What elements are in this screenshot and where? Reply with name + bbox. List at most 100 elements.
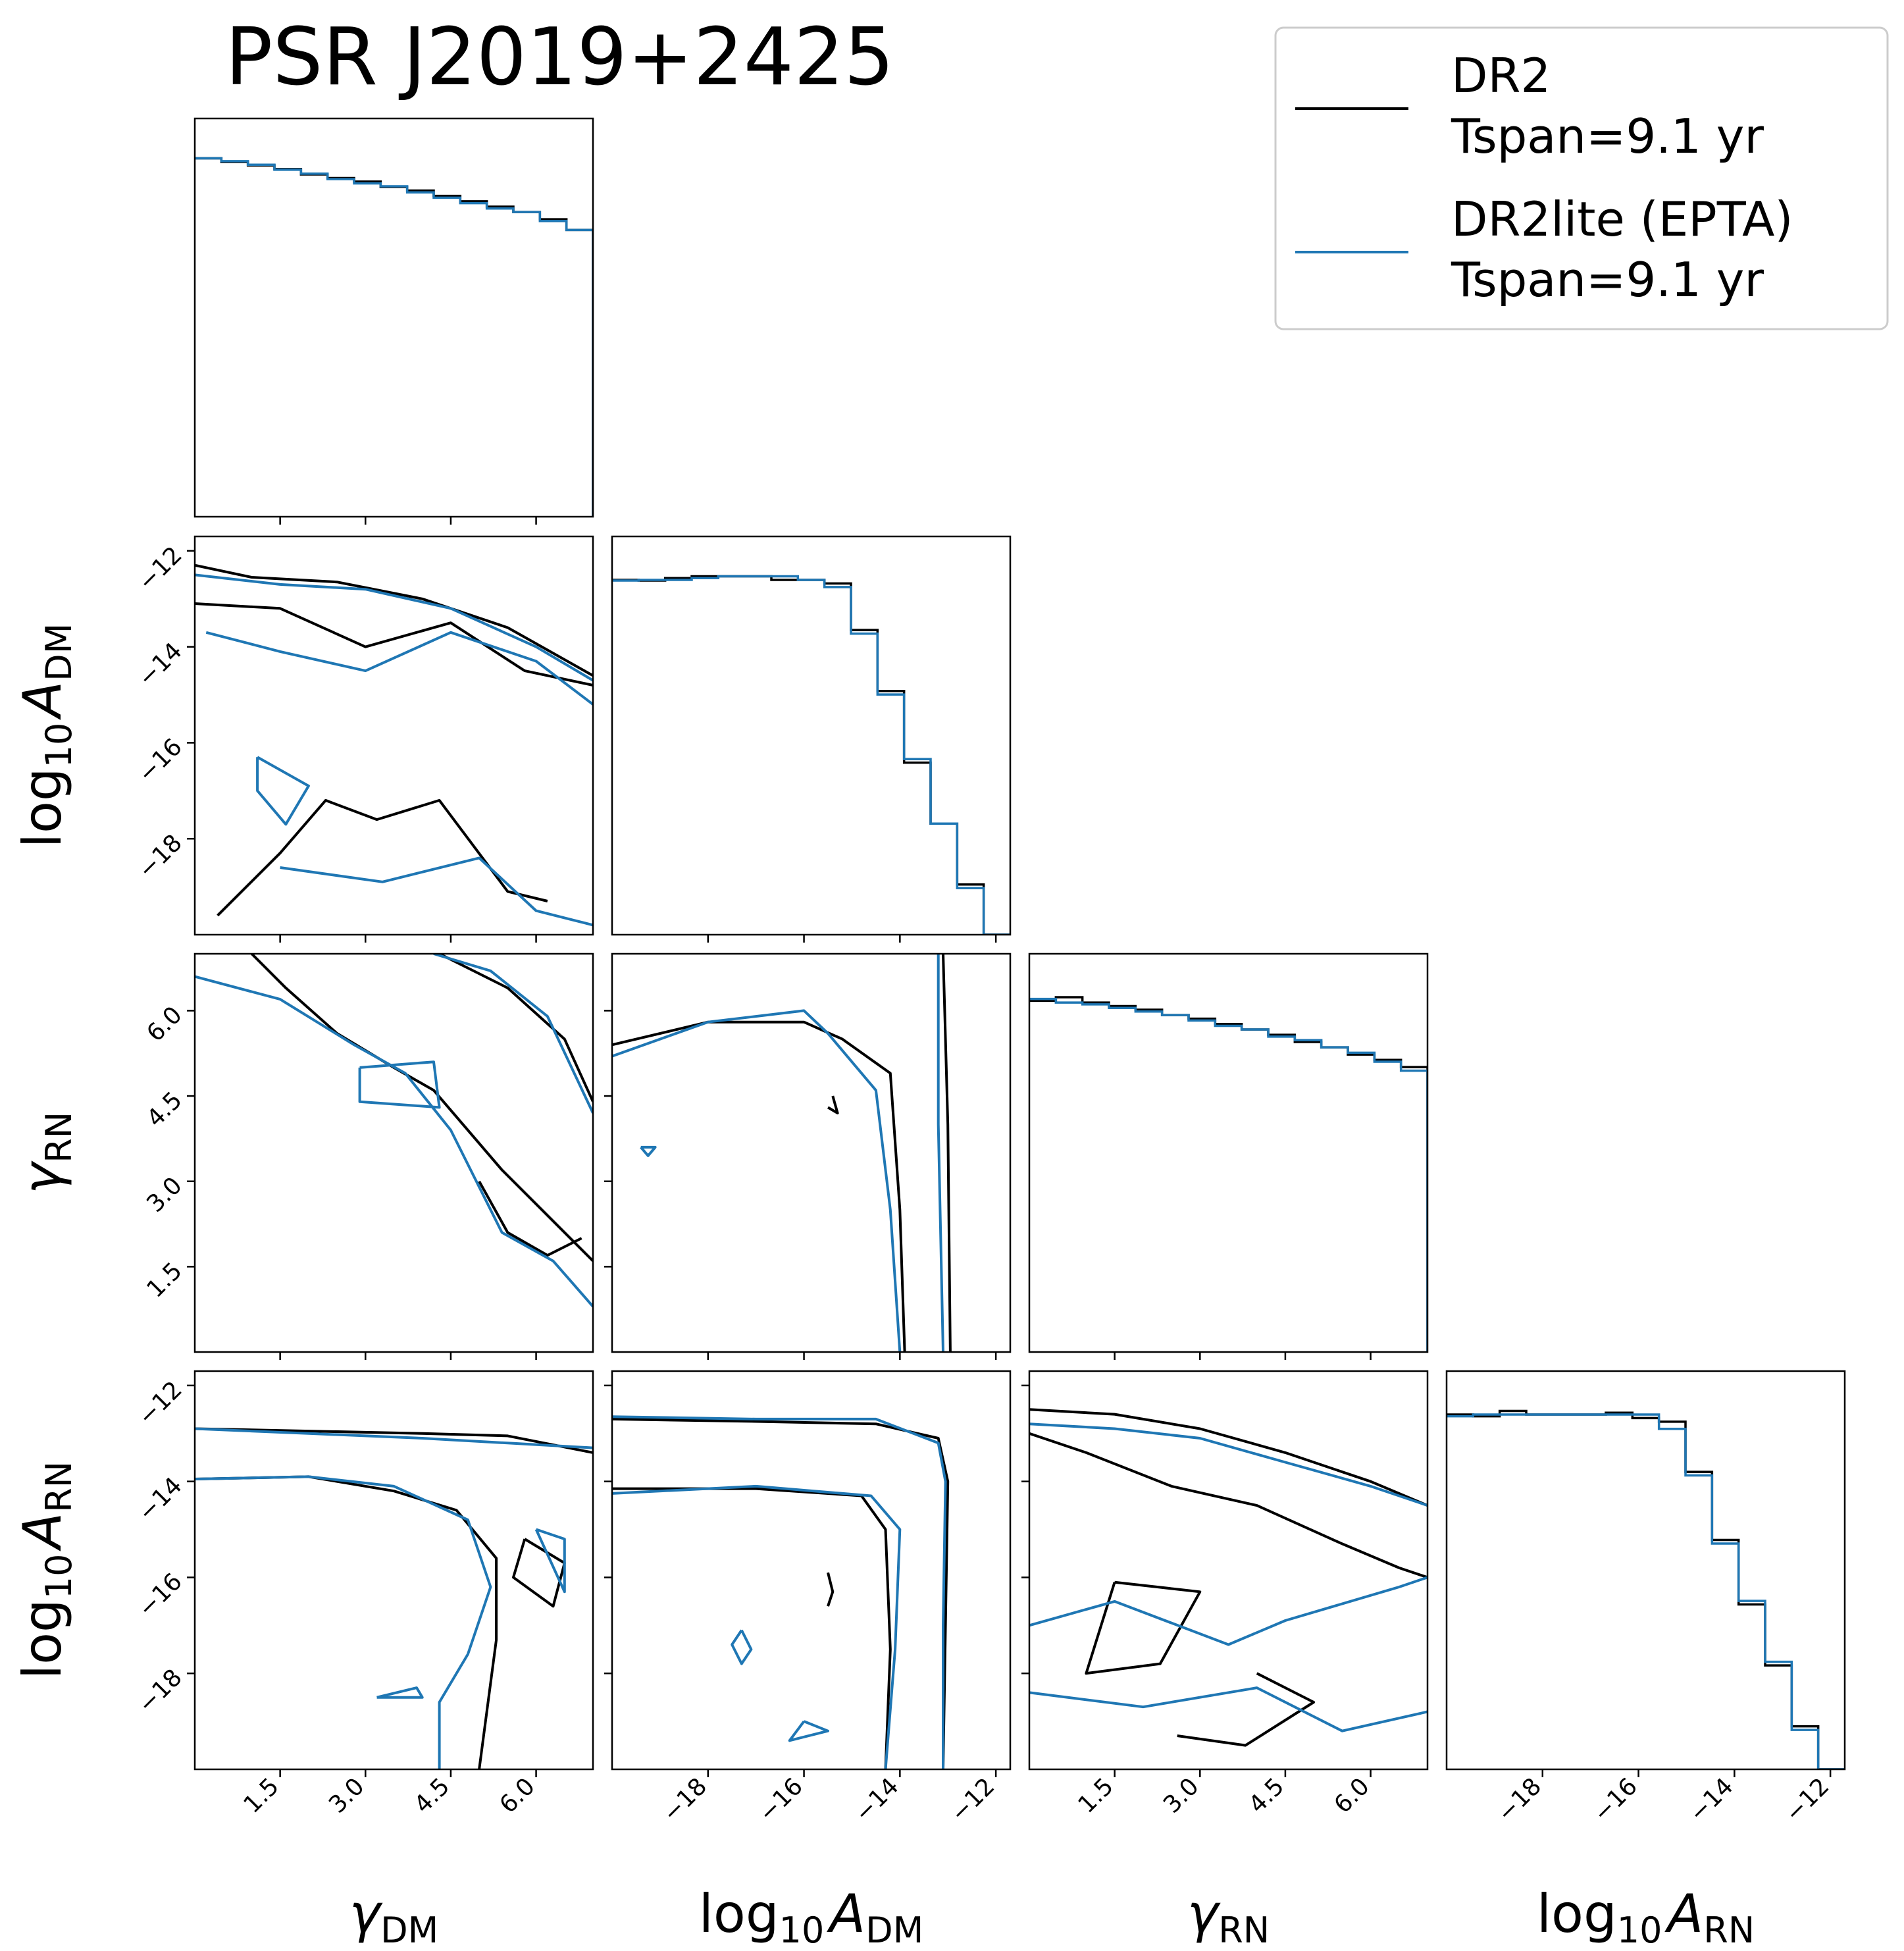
histogram-gRN-DR2lite: [1029, 997, 1428, 1352]
x-tick-label: −12: [1780, 1773, 1835, 1827]
panel-frame: [1445, 1370, 1846, 1771]
histogram-ARN-DR2: [1447, 1409, 1845, 1769]
contour-DR2lite-3: [376, 1686, 424, 1699]
contour-DR2-2: [827, 1572, 835, 1607]
panel-frame: [193, 117, 594, 518]
contour-DR2lite-3: [788, 1720, 829, 1742]
panel-ARN-vs-ARN: −18 −16 −14 −12: [1445, 1370, 1846, 1827]
axis-label: log10ADM: [12, 623, 80, 848]
panel-content: [1029, 996, 1428, 1352]
y-tick-label: −16: [133, 733, 188, 788]
contour-DR2-0: [250, 954, 593, 1262]
contour-DR2lite-2: [640, 1145, 657, 1157]
contour-DR2lite-1: [205, 631, 593, 706]
contour-DR2lite-0: [195, 573, 593, 682]
y-tick-label: 6.0: [142, 1001, 187, 1047]
panel-gDM-vs-gDM: [193, 117, 594, 525]
histogram-ADM-DR2: [612, 575, 1010, 935]
x-tick-label: 1.5: [239, 1773, 284, 1818]
panel-frame: [611, 535, 1012, 936]
x-tick-label: 1.5: [1073, 1773, 1119, 1818]
contour-DR2lite-0: [612, 1009, 902, 1352]
panel-ADM-vs-ADM: [611, 535, 1012, 943]
x-tick-label: −12: [946, 1773, 1000, 1827]
contour-DR2-1: [612, 1487, 892, 1769]
chart-title: PSR J2019+2425: [225, 12, 894, 103]
x-tick-label: −16: [1588, 1773, 1643, 1827]
contour-DR2lite-1: [433, 954, 593, 1114]
y-tick-label: 3.0: [142, 1172, 187, 1218]
panel-content: [195, 1427, 593, 1769]
contour-DR2lite-2: [1029, 1686, 1428, 1732]
panel-gRN-vs-gRN: [1028, 952, 1429, 1360]
contour-DR2-2: [827, 1095, 839, 1114]
contour-DR2-2: [1085, 1580, 1202, 1675]
legend: DR2 Tspan=9.1 yr DR2lite (EPTA) Tspan=9.…: [1274, 26, 1889, 330]
legend-label-dr2-tspan: Tspan=9.1 yr: [1451, 109, 1764, 164]
y-tick-label: −12: [133, 1376, 188, 1431]
contour-DR2-2: [512, 1538, 566, 1608]
contour-DR2lite-0: [612, 1415, 947, 1769]
panel-content: [195, 563, 593, 927]
panel-content: [195, 954, 593, 1308]
panel-frame: [1028, 952, 1429, 1353]
contour-DR2-2: [217, 798, 548, 917]
y-tick-label: −18: [133, 1664, 188, 1719]
contour-DR2-0: [195, 563, 593, 677]
panel-gRN-vs-gDM: 1.5 3.0 4.5 6.0: [142, 952, 594, 1360]
legend-frame: [1274, 26, 1889, 330]
legend-label-dr2lite: DR2lite (EPTA): [1451, 192, 1793, 247]
contour-DR2lite-2: [534, 1528, 566, 1594]
contour-DR2lite-0: [195, 1427, 593, 1449]
x-tick-label: −14: [850, 1773, 904, 1827]
histogram-ADM-DR2lite: [612, 575, 1010, 935]
panel-content: [612, 1415, 950, 1769]
x-axis-labels: γDM log10 ADM γRN log10 ARN: [349, 1883, 1755, 1951]
histogram-ARN-DR2lite: [1447, 1413, 1845, 1769]
y-tick-label: 4.5: [142, 1087, 187, 1132]
panels: −18−16−14−121.53.04.56.01.5 3.0 4.5 6.0−18−…: [133, 117, 1846, 1827]
panel-content: [1029, 1408, 1428, 1747]
panel-frame: [1028, 1370, 1429, 1771]
contour-DR2lite-3: [280, 856, 593, 927]
contour-DR2lite-1: [195, 1475, 492, 1769]
x-tick-label: 4.5: [1244, 1773, 1289, 1818]
y-tick-label: −12: [133, 542, 188, 596]
axis-label: γRN: [1187, 1883, 1270, 1951]
panel-frame: [611, 952, 1012, 1353]
y-tick-label: 1.5: [142, 1257, 187, 1303]
panel-gRN-vs-ADM: [604, 952, 1012, 1360]
panel-ARN-vs-ADM: −18 −16 −14 −12: [604, 1370, 1012, 1827]
contour-DR2lite-1: [612, 1484, 902, 1769]
axis-label: log10ARN: [12, 1461, 80, 1679]
y-tick-label: −14: [133, 638, 188, 692]
contour-DR2lite-1: [937, 954, 944, 1352]
contour-DR2-3: [1177, 1672, 1316, 1747]
panel-frame: [193, 952, 594, 1353]
contour-DR2-1: [195, 1475, 498, 1769]
panel-frame: [611, 1370, 1012, 1771]
contour-DR2-1: [195, 602, 593, 687]
contour-DR2-0: [1029, 1408, 1428, 1507]
axis-label: γRN: [12, 1112, 80, 1194]
panel-frame: [193, 535, 594, 936]
legend-label-dr2lite-tspan: Tspan=9.1 yr: [1451, 252, 1764, 307]
contour-DR2-0: [612, 1417, 950, 1769]
panel-content: [612, 575, 1010, 935]
x-tick-label: −14: [1684, 1773, 1739, 1827]
panel-frame: [193, 1370, 594, 1771]
axis-label: γDM: [349, 1883, 439, 1951]
contour-DR2lite-0: [1029, 1422, 1428, 1507]
contour-DR2lite-0: [195, 975, 593, 1308]
y-tick-label: −16: [133, 1568, 188, 1623]
panel-content: [612, 954, 952, 1352]
panel-ARN-vs-gDM: 1.5 3.0 4.5 6.0 −18 −16 −14 −12: [133, 1370, 594, 1819]
y-tick-label: −18: [133, 829, 188, 884]
y-axis-labels: log10ADM γRN log10ARN: [12, 623, 80, 1679]
panel-ADM-vs-gDM: −18 −16 −14 −12: [133, 535, 594, 943]
x-tick-label: 6.0: [494, 1773, 540, 1818]
x-tick-label: −18: [657, 1773, 712, 1827]
contour-DR2-0: [195, 1427, 593, 1454]
